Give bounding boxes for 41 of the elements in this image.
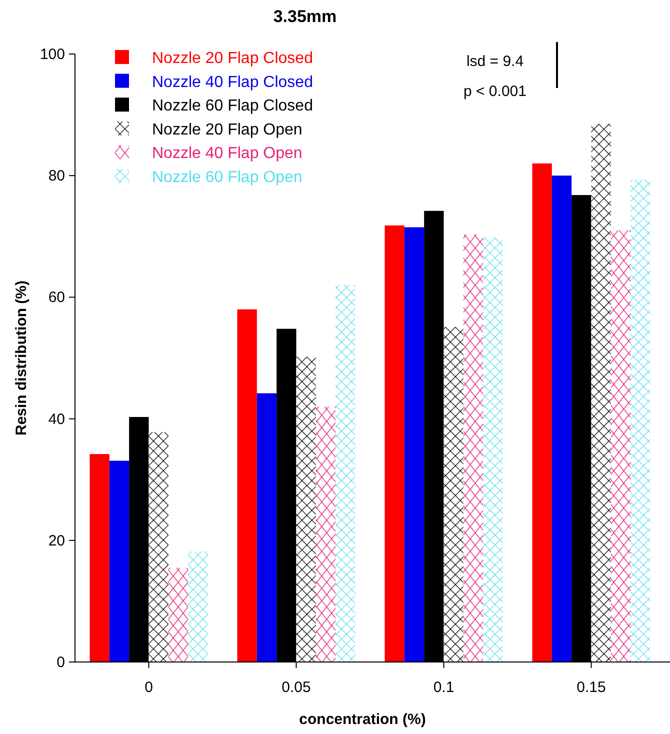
legend-label: Nozzle 40 Flap Open <box>152 145 302 162</box>
bar <box>237 309 257 662</box>
legend-label: Nozzle 20 Flap Closed <box>152 50 313 67</box>
bar <box>552 176 572 662</box>
bar <box>256 393 277 662</box>
legend-label: Nozzle 60 Flap Open <box>152 169 302 186</box>
y-tick-label: 100 <box>40 46 65 63</box>
annotation: lsd = 9.4 <box>466 53 524 70</box>
bar <box>296 356 316 662</box>
bar <box>444 326 464 662</box>
bar <box>630 180 650 662</box>
bar <box>532 163 552 662</box>
annotation: p < 0.001 <box>464 83 526 100</box>
x-axis-title: concentration (%) <box>299 711 426 728</box>
bar <box>316 406 336 662</box>
x-tick-label: 0.05 <box>282 679 311 696</box>
bar <box>148 432 168 662</box>
y-tick-label: 20 <box>48 532 65 550</box>
y-tick-label: 0 <box>56 654 65 671</box>
bar <box>463 234 484 662</box>
legend-label: Nozzle 20 Flap Open <box>152 121 302 138</box>
bar <box>404 227 424 662</box>
x-tick-label: 0 <box>144 679 153 696</box>
legend-label: Nozzle 60 Flap Closed <box>152 98 313 115</box>
chart-title: 3.35mm <box>273 7 337 26</box>
x-tick-label: 0.1 <box>433 679 454 696</box>
bar <box>109 460 130 662</box>
bar <box>483 238 503 662</box>
x-tick-label: 0.15 <box>576 679 606 696</box>
bar <box>168 568 188 662</box>
legend-label: Nozzle 40 Flap Closed <box>152 74 313 91</box>
bar <box>610 230 631 662</box>
bar <box>591 124 611 662</box>
bar <box>384 225 404 662</box>
bar <box>336 285 356 662</box>
y-tick-label: 80 <box>48 168 65 185</box>
y-axis-title: Resin distribution (%) <box>13 280 30 436</box>
bar <box>188 551 208 662</box>
y-tick-label: 40 <box>48 410 65 428</box>
y-tick-label: 60 <box>48 289 65 306</box>
bar <box>90 454 110 662</box>
